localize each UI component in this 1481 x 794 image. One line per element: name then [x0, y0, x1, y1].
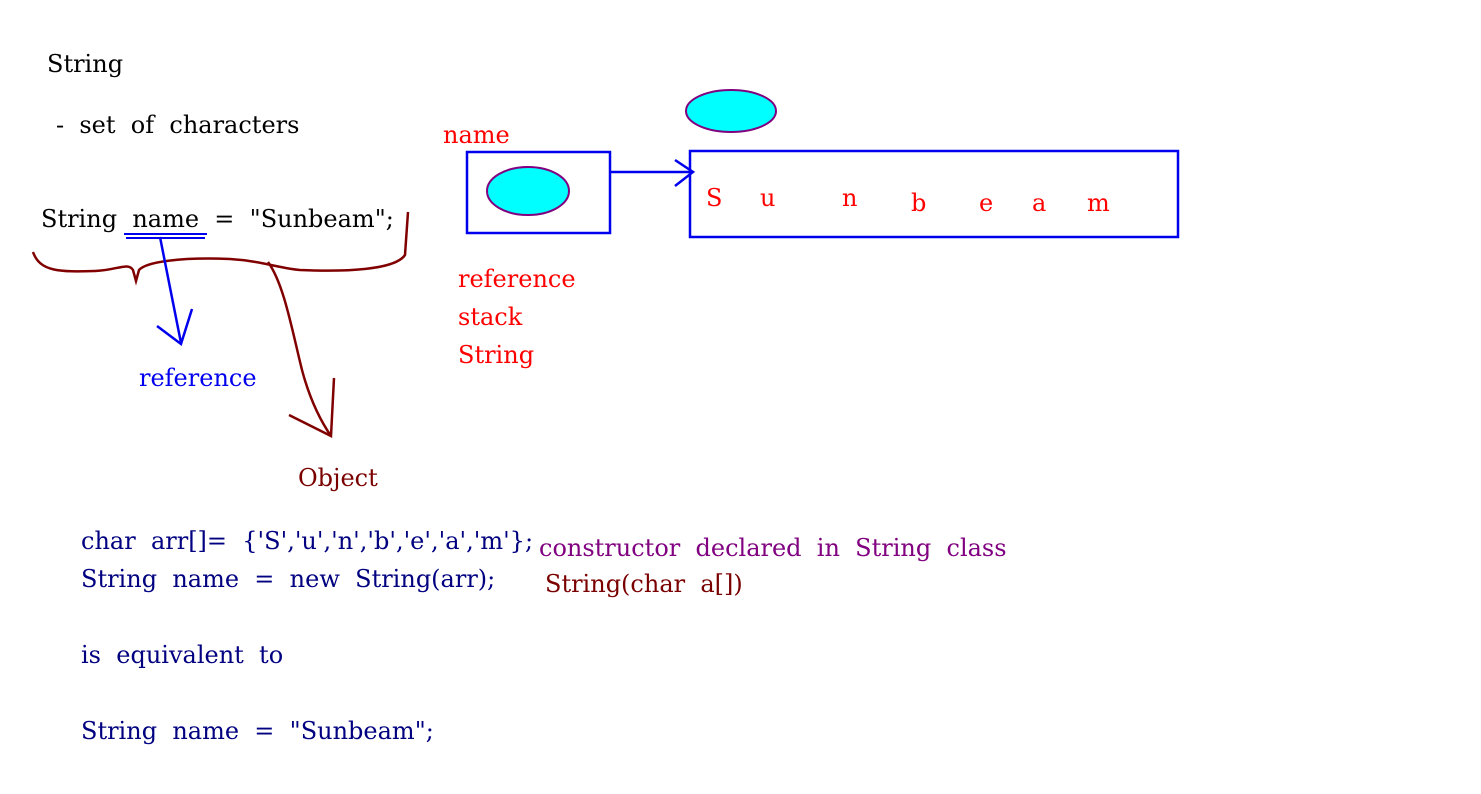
label-object: Object — [298, 464, 378, 492]
reference-arrow — [156, 236, 194, 347]
reference-note-1: reference — [458, 265, 576, 293]
name-underline — [124, 233, 207, 239]
letter-b: b — [911, 189, 927, 217]
letter-a: a — [1032, 189, 1047, 217]
reference-note-3: String — [458, 341, 535, 369]
pointer-arrow — [610, 158, 696, 187]
string-object-box — [688, 149, 1180, 239]
letter-n: n — [842, 184, 858, 212]
object-arrow — [266, 261, 336, 438]
reference-box — [465, 150, 612, 235]
heading: String — [47, 50, 124, 78]
equivalent-text: is equivalent to — [81, 641, 284, 669]
reference-note-2: stack — [458, 303, 523, 331]
definition: - set of characters — [56, 111, 300, 139]
letter-e: e — [979, 189, 994, 217]
declaration: String name = "Sunbeam"; — [41, 205, 394, 233]
declaration-brace — [31, 211, 410, 286]
object-bubble — [685, 89, 777, 133]
code-line-3: String name = "Sunbeam"; — [81, 717, 434, 745]
constructor-signature: String(char a[]) — [545, 570, 743, 598]
letter-u: u — [760, 184, 776, 212]
letter-m: m — [1087, 189, 1110, 217]
variable-name-label: name — [443, 121, 510, 149]
code-line-1: char arr[]= {'S','u','n','b','e','a','m'… — [81, 527, 534, 555]
reference-bubble — [486, 166, 570, 216]
letter-s: S — [706, 184, 723, 212]
label-reference: reference — [139, 364, 257, 392]
code-line-2: String name = new String(arr); — [81, 565, 496, 593]
constructor-note: constructor declared in String class — [539, 534, 1007, 562]
